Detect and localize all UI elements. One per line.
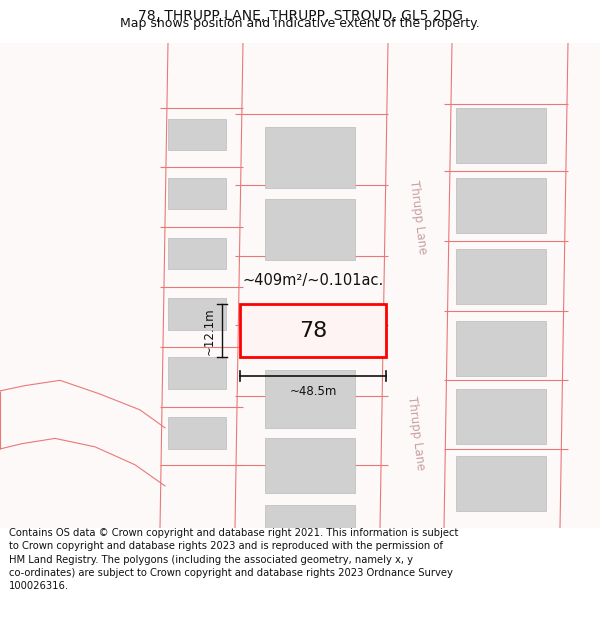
Bar (168, 177, 226, 209)
Bar (168, 119, 226, 150)
Bar (265, 370, 355, 428)
Bar (265, 127, 355, 188)
Bar (265, 505, 355, 528)
Text: Thrupp Lane: Thrupp Lane (407, 179, 429, 254)
Text: 78: 78 (299, 321, 327, 341)
Bar (265, 438, 355, 493)
Text: Map shows position and indicative extent of the property.: Map shows position and indicative extent… (120, 17, 480, 30)
Bar (265, 199, 355, 260)
Bar (456, 249, 546, 304)
Bar (456, 389, 546, 444)
Bar (168, 238, 226, 269)
Text: ~48.5m: ~48.5m (289, 384, 337, 398)
Bar (168, 298, 226, 329)
Bar (456, 321, 546, 376)
Text: 78, THRUPP LANE, THRUPP, STROUD, GL5 2DG: 78, THRUPP LANE, THRUPP, STROUD, GL5 2DG (137, 9, 463, 22)
Bar (240, 304, 386, 357)
Text: Thrupp Lane: Thrupp Lane (405, 396, 427, 471)
Bar (168, 357, 226, 389)
Text: ~409m²/~0.101ac.: ~409m²/~0.101ac. (242, 272, 383, 288)
Bar (456, 456, 546, 511)
Bar (456, 108, 546, 163)
Bar (456, 177, 546, 232)
Bar (168, 418, 226, 449)
Text: ~12.1m: ~12.1m (203, 307, 216, 354)
Text: Contains OS data © Crown copyright and database right 2021. This information is : Contains OS data © Crown copyright and d… (9, 528, 458, 591)
